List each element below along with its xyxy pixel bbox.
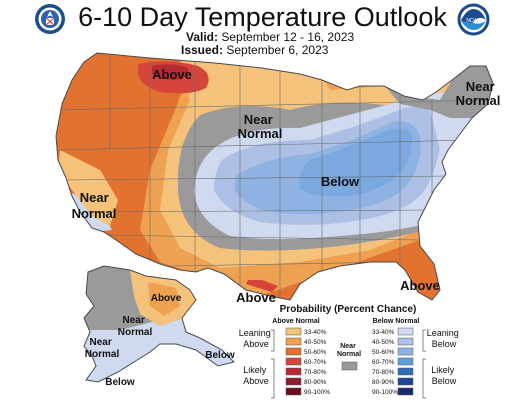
above-swatch-4 xyxy=(285,367,302,376)
near-label-line2: Normal xyxy=(337,351,361,358)
likely-above-line1: Likely xyxy=(243,365,267,375)
conus-below-core-region xyxy=(299,128,412,197)
below-range-label-6: 90-100% xyxy=(372,389,398,396)
legend-above-header: Above Normal xyxy=(272,318,320,325)
below-swatch-0 xyxy=(397,327,414,336)
legend-below-brackets xyxy=(422,329,426,399)
conus-florida-above-50-region xyxy=(396,250,440,298)
leaning-below-line1: Leaning xyxy=(427,328,459,338)
likely-above-line2: Above xyxy=(243,376,269,386)
below-range-label-3: 60-70% xyxy=(372,359,395,366)
conus-ne-below-region xyxy=(430,110,472,156)
legend-above-brackets xyxy=(271,329,275,399)
legend-below-swatches: 33-40% 40-50% 50-60% 60-70% 70-80% 80-90% 90-1… xyxy=(372,327,414,396)
below-swatch-5 xyxy=(397,377,414,386)
below-swatch-3 xyxy=(397,357,414,366)
above-swatch-2 xyxy=(285,347,302,356)
legend-leaning-above: Leaning Above xyxy=(239,328,274,349)
below-range-label-0: 33-40% xyxy=(372,329,395,336)
alaska-shading xyxy=(84,266,234,382)
below-range-label-4: 70-80% xyxy=(372,369,395,376)
near-normal-plains-line1: Near xyxy=(244,112,273,127)
above-swatch-3 xyxy=(285,357,302,366)
state-lines xyxy=(56,55,491,300)
label-above-gulf: Above xyxy=(236,290,276,305)
above-range-label-4: 70-80% xyxy=(304,369,327,376)
likely-below-line2: Below xyxy=(432,376,457,386)
near-normal-ca-line2: Normal xyxy=(72,206,117,221)
label-ak-above: Above xyxy=(151,293,182,304)
below-range-label-5: 80-90% xyxy=(372,379,395,386)
valid-dates-line: Valid: September 12 - 16, 2023 xyxy=(186,30,354,44)
alaska-outline xyxy=(83,265,235,383)
ak-aleut-line2: Normal xyxy=(85,349,120,360)
leaning-above-line1: Leaning xyxy=(239,328,271,338)
near-normal-ne-line1: Near xyxy=(466,79,495,94)
alaska-sw-below-region xyxy=(84,334,140,382)
legend-leaning-below: Leaning Below xyxy=(427,328,462,349)
conus-gulf-above-60-region xyxy=(246,280,278,292)
label-ak-below-sw: Below xyxy=(105,377,135,388)
below-swatch-6 xyxy=(397,387,414,396)
legend: Probability (Percent Chance) Above Norma… xyxy=(239,304,462,399)
legend-below-header: Below Normal xyxy=(373,318,420,325)
leaning-below-line2: Below xyxy=(432,339,457,349)
conus-ca-lean-above-region xyxy=(58,150,118,226)
label-ak-near-normal: Near Normal xyxy=(118,315,153,338)
near-label-line1: Near xyxy=(340,343,356,350)
issued-date: September 6, 2023 xyxy=(226,43,329,57)
conus-ne-near-normal-region xyxy=(385,66,493,118)
seal-icon xyxy=(35,4,65,34)
label-above-north: Above xyxy=(152,67,192,82)
above-swatch-1 xyxy=(285,337,302,346)
label-above-florida: Above xyxy=(400,278,440,293)
legend-near-normal-label: Near Normal xyxy=(337,343,361,358)
label-near-normal-ca: Near Normal xyxy=(72,190,117,221)
legend-title: Probability (Percent Chance) xyxy=(280,304,417,315)
issued-label: Issued: xyxy=(181,43,224,57)
label-ak-below-se: Below xyxy=(205,350,235,361)
below-range-label-1: 40-50% xyxy=(372,339,395,346)
conus-outline xyxy=(55,52,494,301)
leaning-above-line2: Above xyxy=(243,339,269,349)
below-swatch-2 xyxy=(397,347,414,356)
above-swatch-5 xyxy=(285,377,302,386)
legend-likely-above: Likely Above xyxy=(243,365,269,386)
above-range-label-0: 33-40% xyxy=(304,329,327,336)
near-normal-ne-line2: Normal xyxy=(456,93,501,108)
label-below-center: Below xyxy=(321,174,360,189)
page-title: 6-10 Day Temperature Outlook xyxy=(78,2,447,32)
below-range-label-2: 50-60% xyxy=(372,349,395,356)
valid-dates: September 12 - 16, 2023 xyxy=(221,30,355,44)
legend-near-normal-swatch xyxy=(341,361,358,371)
label-near-normal-plains: Near Normal xyxy=(238,112,283,141)
conus-above-70-region xyxy=(152,64,189,80)
ak-near-normal-line2: Normal xyxy=(118,327,153,338)
above-range-label-2: 50-60% xyxy=(304,349,327,356)
valid-label: Valid: xyxy=(186,30,219,44)
below-swatch-4 xyxy=(397,367,414,376)
near-normal-ca-line1: Near xyxy=(80,190,109,205)
above-range-label-1: 40-50% xyxy=(304,339,327,346)
below-swatch-1 xyxy=(397,337,414,346)
noaa-icon: NOAA xyxy=(457,3,490,36)
likely-below-line1: Likely xyxy=(431,365,455,375)
above-swatch-6 xyxy=(285,387,302,396)
alaska-above-40-region xyxy=(148,282,180,316)
above-range-label-6: 90-100% xyxy=(304,389,330,396)
issued-date-line: Issued: September 6, 2023 xyxy=(181,43,328,57)
above-range-label-3: 60-70% xyxy=(304,359,327,366)
label-near-normal-ne: Near Normal xyxy=(456,79,501,108)
ak-aleut-line1: Near xyxy=(89,337,111,348)
legend-above-swatches: 33-40% 40-50% 50-60% 60-70% 70-80% 80-90% 90-1… xyxy=(285,327,330,396)
near-normal-plains-line2: Normal xyxy=(238,126,283,141)
ak-near-normal-line1: Near xyxy=(122,315,144,326)
above-range-label-5: 80-90% xyxy=(304,379,327,386)
label-ak-near-normal-aleut: Near Normal xyxy=(85,337,120,360)
above-swatch-0 xyxy=(285,327,302,336)
noaa-logo-text: NOAA xyxy=(466,18,481,24)
legend-likely-below: Likely Below xyxy=(431,365,457,386)
